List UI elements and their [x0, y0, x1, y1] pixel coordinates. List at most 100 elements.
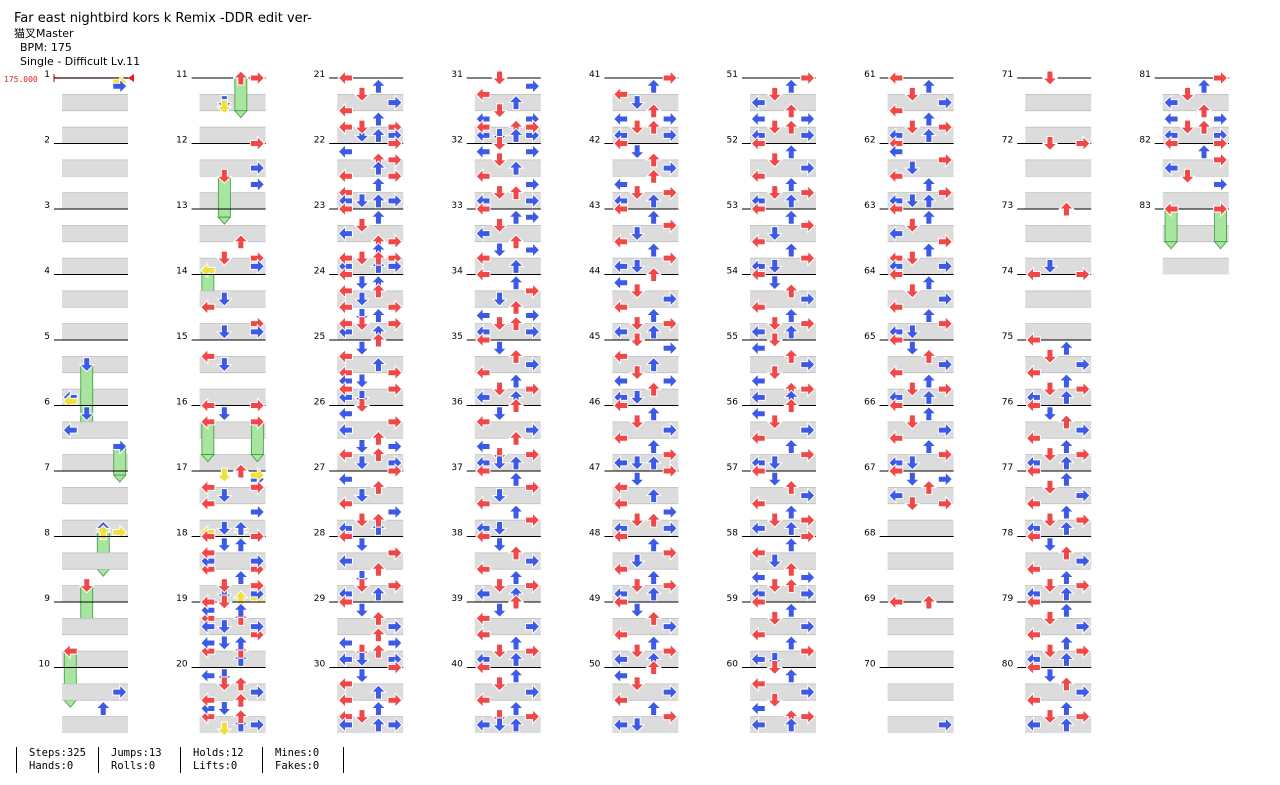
- beat-band: [62, 651, 128, 668]
- step-arrow-down: [353, 250, 371, 266]
- step-arrow-up: [783, 307, 800, 323]
- measure-number: 59: [727, 594, 739, 604]
- stat-group-steps: Steps:325 Hands:0: [16, 747, 98, 773]
- beat-band: [62, 323, 128, 340]
- step-arrow-left: [337, 266, 353, 283]
- step-arrow-right: [387, 438, 403, 455]
- beat-band: [887, 683, 954, 701]
- step-arrow-right: [249, 159, 266, 177]
- step-arrow-up: [1058, 414, 1075, 430]
- step-arrow-right: [1075, 135, 1091, 152]
- step-arrow-right: [249, 552, 266, 570]
- step-arrow-up: [783, 78, 800, 94]
- step-arrow-right: [1075, 618, 1091, 635]
- measure-24: 24: [314, 266, 404, 341]
- step-arrow-left: [750, 323, 766, 341]
- step-arrow-up: [783, 602, 800, 618]
- measure-21: 21: [314, 69, 404, 144]
- step-arrow-left: [1163, 94, 1179, 111]
- step-arrow-right: [1213, 176, 1229, 193]
- stat-group-holds: Holds:12 Lifts:0: [180, 747, 262, 773]
- beat-band: [887, 356, 954, 373]
- step-arrow-left: [475, 462, 491, 480]
- step-arrow-up: [783, 479, 800, 495]
- beat-band: [337, 487, 404, 504]
- beat-band: [337, 323, 404, 340]
- beat-band: [1025, 716, 1092, 733]
- step-arrow-up: [1058, 717, 1075, 733]
- beat-band: [474, 683, 541, 701]
- step-arrow-right: [249, 413, 266, 431]
- beat-band: [62, 683, 128, 701]
- step-arrow-up: [370, 512, 387, 528]
- step-arrow-left: [1025, 364, 1041, 381]
- step-arrow-left: [750, 200, 766, 218]
- step-arrow-right: [800, 421, 816, 439]
- step-arrow-down: [628, 258, 646, 275]
- step-arrow-down: [353, 398, 371, 414]
- step-arrow-down: [766, 275, 783, 291]
- measure-number: 46: [589, 398, 601, 408]
- step-arrow-left: [200, 299, 216, 316]
- step-arrow-up: [783, 520, 800, 536]
- beat-band: [199, 127, 266, 144]
- measure-number: 67: [864, 463, 875, 473]
- beat-band: [750, 552, 816, 570]
- step-arrow-right: [249, 683, 266, 701]
- step-arrow-up: [783, 717, 800, 733]
- step-arrow-down: [766, 660, 783, 676]
- step-arrow-down: [766, 692, 783, 708]
- beat-band: [1025, 520, 1092, 537]
- step-arrow-down: [491, 602, 508, 618]
- measure-number: 79: [1002, 594, 1014, 604]
- beat-band: [750, 356, 816, 373]
- step-arrow-up: [370, 127, 387, 143]
- step-arrow-down: [766, 578, 783, 594]
- step-arrow-down: [628, 332, 646, 348]
- step-arrow-down: [491, 70, 508, 86]
- step-arrow-right: [937, 495, 954, 512]
- beat-band: [62, 618, 128, 635]
- step-arrow-left: [337, 299, 353, 316]
- step-arrow-down: [628, 144, 646, 160]
- step-arrow-left: [750, 626, 766, 643]
- measure-number: 3: [44, 201, 50, 211]
- step-arrow-up: [370, 717, 387, 733]
- step-arrow-left: [475, 438, 491, 455]
- step-arrow-down: [628, 389, 646, 406]
- measure-26: 26: [314, 398, 404, 472]
- step-arrow-up: [783, 438, 800, 454]
- step-arrow-left: [200, 479, 216, 496]
- step-arrow-right: [525, 708, 541, 725]
- step-arrow-right: [937, 233, 954, 250]
- step-arrow-down: [1041, 643, 1059, 659]
- measure-66: 66: [864, 397, 954, 472]
- step-arrow-left: [612, 561, 629, 578]
- step-arrow-down: [491, 643, 508, 659]
- beat-band: [199, 192, 266, 209]
- step-arrow-up: [920, 242, 938, 258]
- step-arrow-right: [387, 577, 403, 594]
- song-title: Far east nightbird kors k Remix -DDR edi…: [14, 11, 312, 26]
- beat-band: [474, 127, 541, 144]
- step-arrow-up: [645, 610, 662, 626]
- beat-band: [62, 225, 128, 242]
- step-arrow-right: [662, 249, 678, 267]
- step-arrow-down: [78, 357, 95, 373]
- step-arrow-left: [475, 610, 491, 627]
- step-arrow-up: [920, 405, 938, 422]
- measure-62: 62: [864, 135, 954, 210]
- step-arrow-left: [750, 651, 766, 668]
- step-arrow-left: [337, 69, 353, 87]
- step-arrow-up: [232, 520, 250, 536]
- beat-band: [1025, 454, 1092, 471]
- step-arrow-left: [337, 249, 353, 267]
- step-arrow-right: [800, 380, 816, 398]
- step-arrow-left: [1025, 659, 1041, 676]
- step-arrow-down: [766, 185, 783, 201]
- step-arrow-right: [662, 110, 678, 128]
- measure-58: 58: [727, 528, 816, 603]
- fakes-count: Fakes:0: [275, 760, 320, 772]
- measure-number: 29: [314, 594, 326, 604]
- measure-number: 71: [1002, 70, 1013, 80]
